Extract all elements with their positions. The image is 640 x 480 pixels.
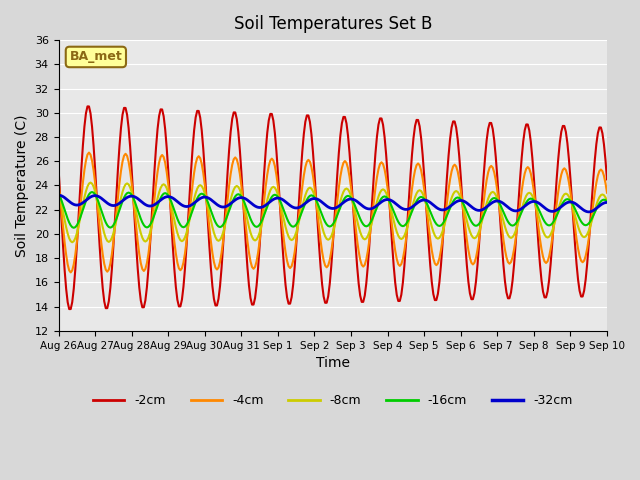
Legend: -2cm, -4cm, -8cm, -16cm, -32cm: -2cm, -4cm, -8cm, -16cm, -32cm — [88, 389, 577, 412]
-16cm — [539, 216, 547, 222]
X-axis label: Time: Time — [316, 356, 350, 370]
-2cm — [54, 165, 62, 171]
-32cm — [585, 209, 593, 215]
-16cm — [72, 224, 79, 230]
-32cm — [536, 201, 544, 207]
-32cm — [603, 200, 611, 205]
-32cm — [70, 202, 77, 207]
Text: BA_met: BA_met — [70, 50, 122, 63]
-8cm — [388, 212, 396, 217]
-32cm — [157, 197, 164, 203]
-4cm — [72, 252, 79, 258]
Line: -16cm: -16cm — [58, 192, 607, 228]
-16cm — [54, 191, 62, 197]
-8cm — [86, 180, 94, 185]
-32cm — [385, 197, 393, 203]
-4cm — [85, 150, 93, 156]
-2cm — [370, 171, 378, 177]
Title: Soil Temperatures Set B: Soil Temperatures Set B — [234, 15, 432, 33]
-8cm — [68, 240, 76, 245]
-4cm — [603, 190, 611, 196]
-16cm — [88, 189, 96, 195]
-32cm — [367, 206, 374, 212]
-8cm — [370, 211, 378, 217]
-2cm — [72, 267, 79, 273]
-4cm — [160, 154, 168, 160]
-8cm — [72, 235, 79, 241]
-16cm — [603, 199, 611, 204]
Line: -2cm: -2cm — [58, 107, 607, 309]
-8cm — [603, 198, 611, 204]
-8cm — [539, 228, 547, 234]
-2cm — [603, 177, 611, 182]
-4cm — [67, 270, 74, 276]
-2cm — [84, 104, 92, 109]
-2cm — [65, 306, 73, 312]
-32cm — [54, 192, 62, 198]
-4cm — [54, 179, 62, 185]
-8cm — [160, 181, 168, 187]
Line: -4cm: -4cm — [58, 153, 607, 273]
-2cm — [401, 263, 408, 269]
Line: -32cm: -32cm — [58, 195, 607, 212]
-16cm — [370, 212, 378, 218]
Line: -8cm: -8cm — [58, 182, 607, 242]
-16cm — [160, 191, 168, 196]
Y-axis label: Soil Temperature (C): Soil Temperature (C) — [15, 114, 29, 257]
-2cm — [539, 288, 547, 294]
-16cm — [70, 225, 77, 231]
-4cm — [401, 248, 408, 253]
-4cm — [370, 198, 378, 204]
-16cm — [388, 204, 396, 210]
-8cm — [54, 188, 62, 193]
-2cm — [160, 113, 168, 119]
-16cm — [401, 223, 408, 228]
-4cm — [539, 254, 547, 260]
-2cm — [388, 242, 396, 248]
-4cm — [388, 225, 396, 230]
-8cm — [401, 233, 408, 239]
-32cm — [397, 205, 405, 211]
